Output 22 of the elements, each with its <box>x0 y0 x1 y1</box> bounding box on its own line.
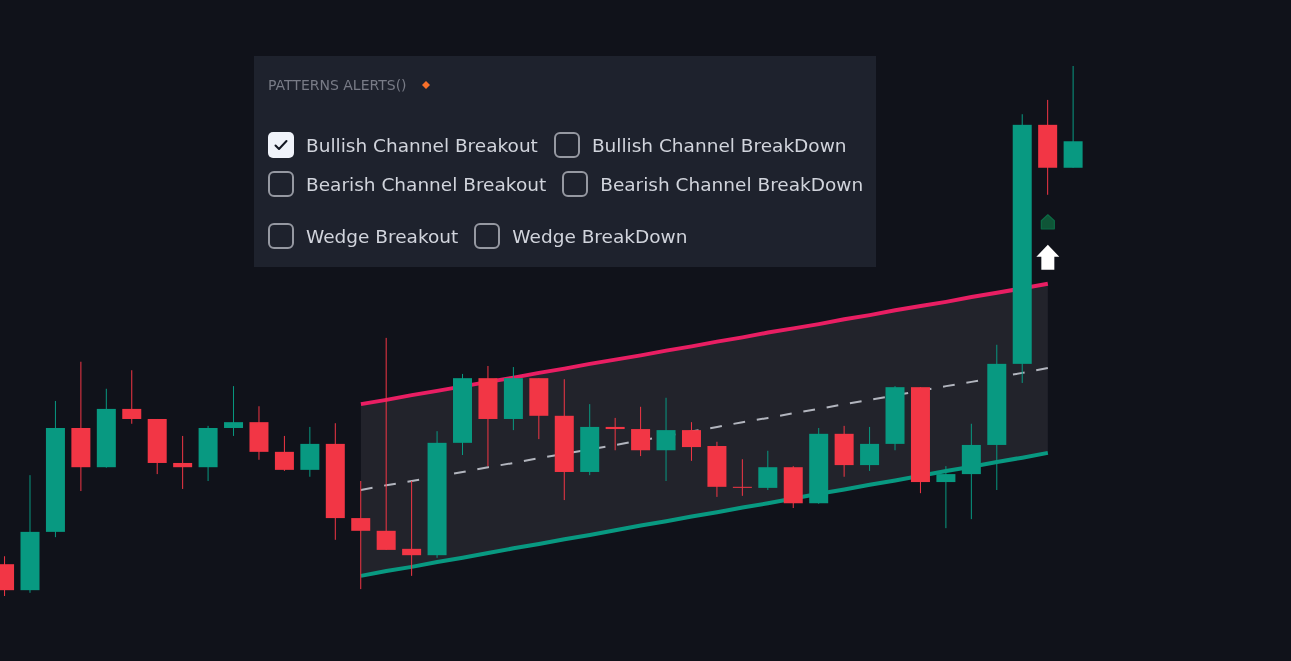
annotation: Wedge BreakDown <box>512 225 688 247</box>
candlestick <box>631 406 651 457</box>
candlestick <box>936 465 956 529</box>
annotation: Bullish Channel BreakDown <box>591 134 847 156</box>
candlestick <box>656 397 676 482</box>
candlestick <box>351 480 371 590</box>
candlestick <box>376 337 396 551</box>
annotation: Wedge Breakout <box>306 225 459 247</box>
candlestick <box>681 421 701 462</box>
candlestick <box>860 426 880 472</box>
annotation: Bearish Channel BreakDown <box>600 173 864 195</box>
candlestick <box>605 417 625 451</box>
candlestick <box>173 435 193 490</box>
annotation: Bearish Channel Breakout <box>306 173 547 195</box>
candlestick <box>758 450 778 491</box>
annotation: Bullish Channel Breakout <box>306 134 538 156</box>
candlestick <box>122 369 142 425</box>
candlestick <box>224 385 244 437</box>
candlestick <box>402 480 422 577</box>
candlestick <box>274 435 294 472</box>
candlestick <box>732 458 752 497</box>
text: PATTERNS ALERTS() <box>268 76 407 94</box>
